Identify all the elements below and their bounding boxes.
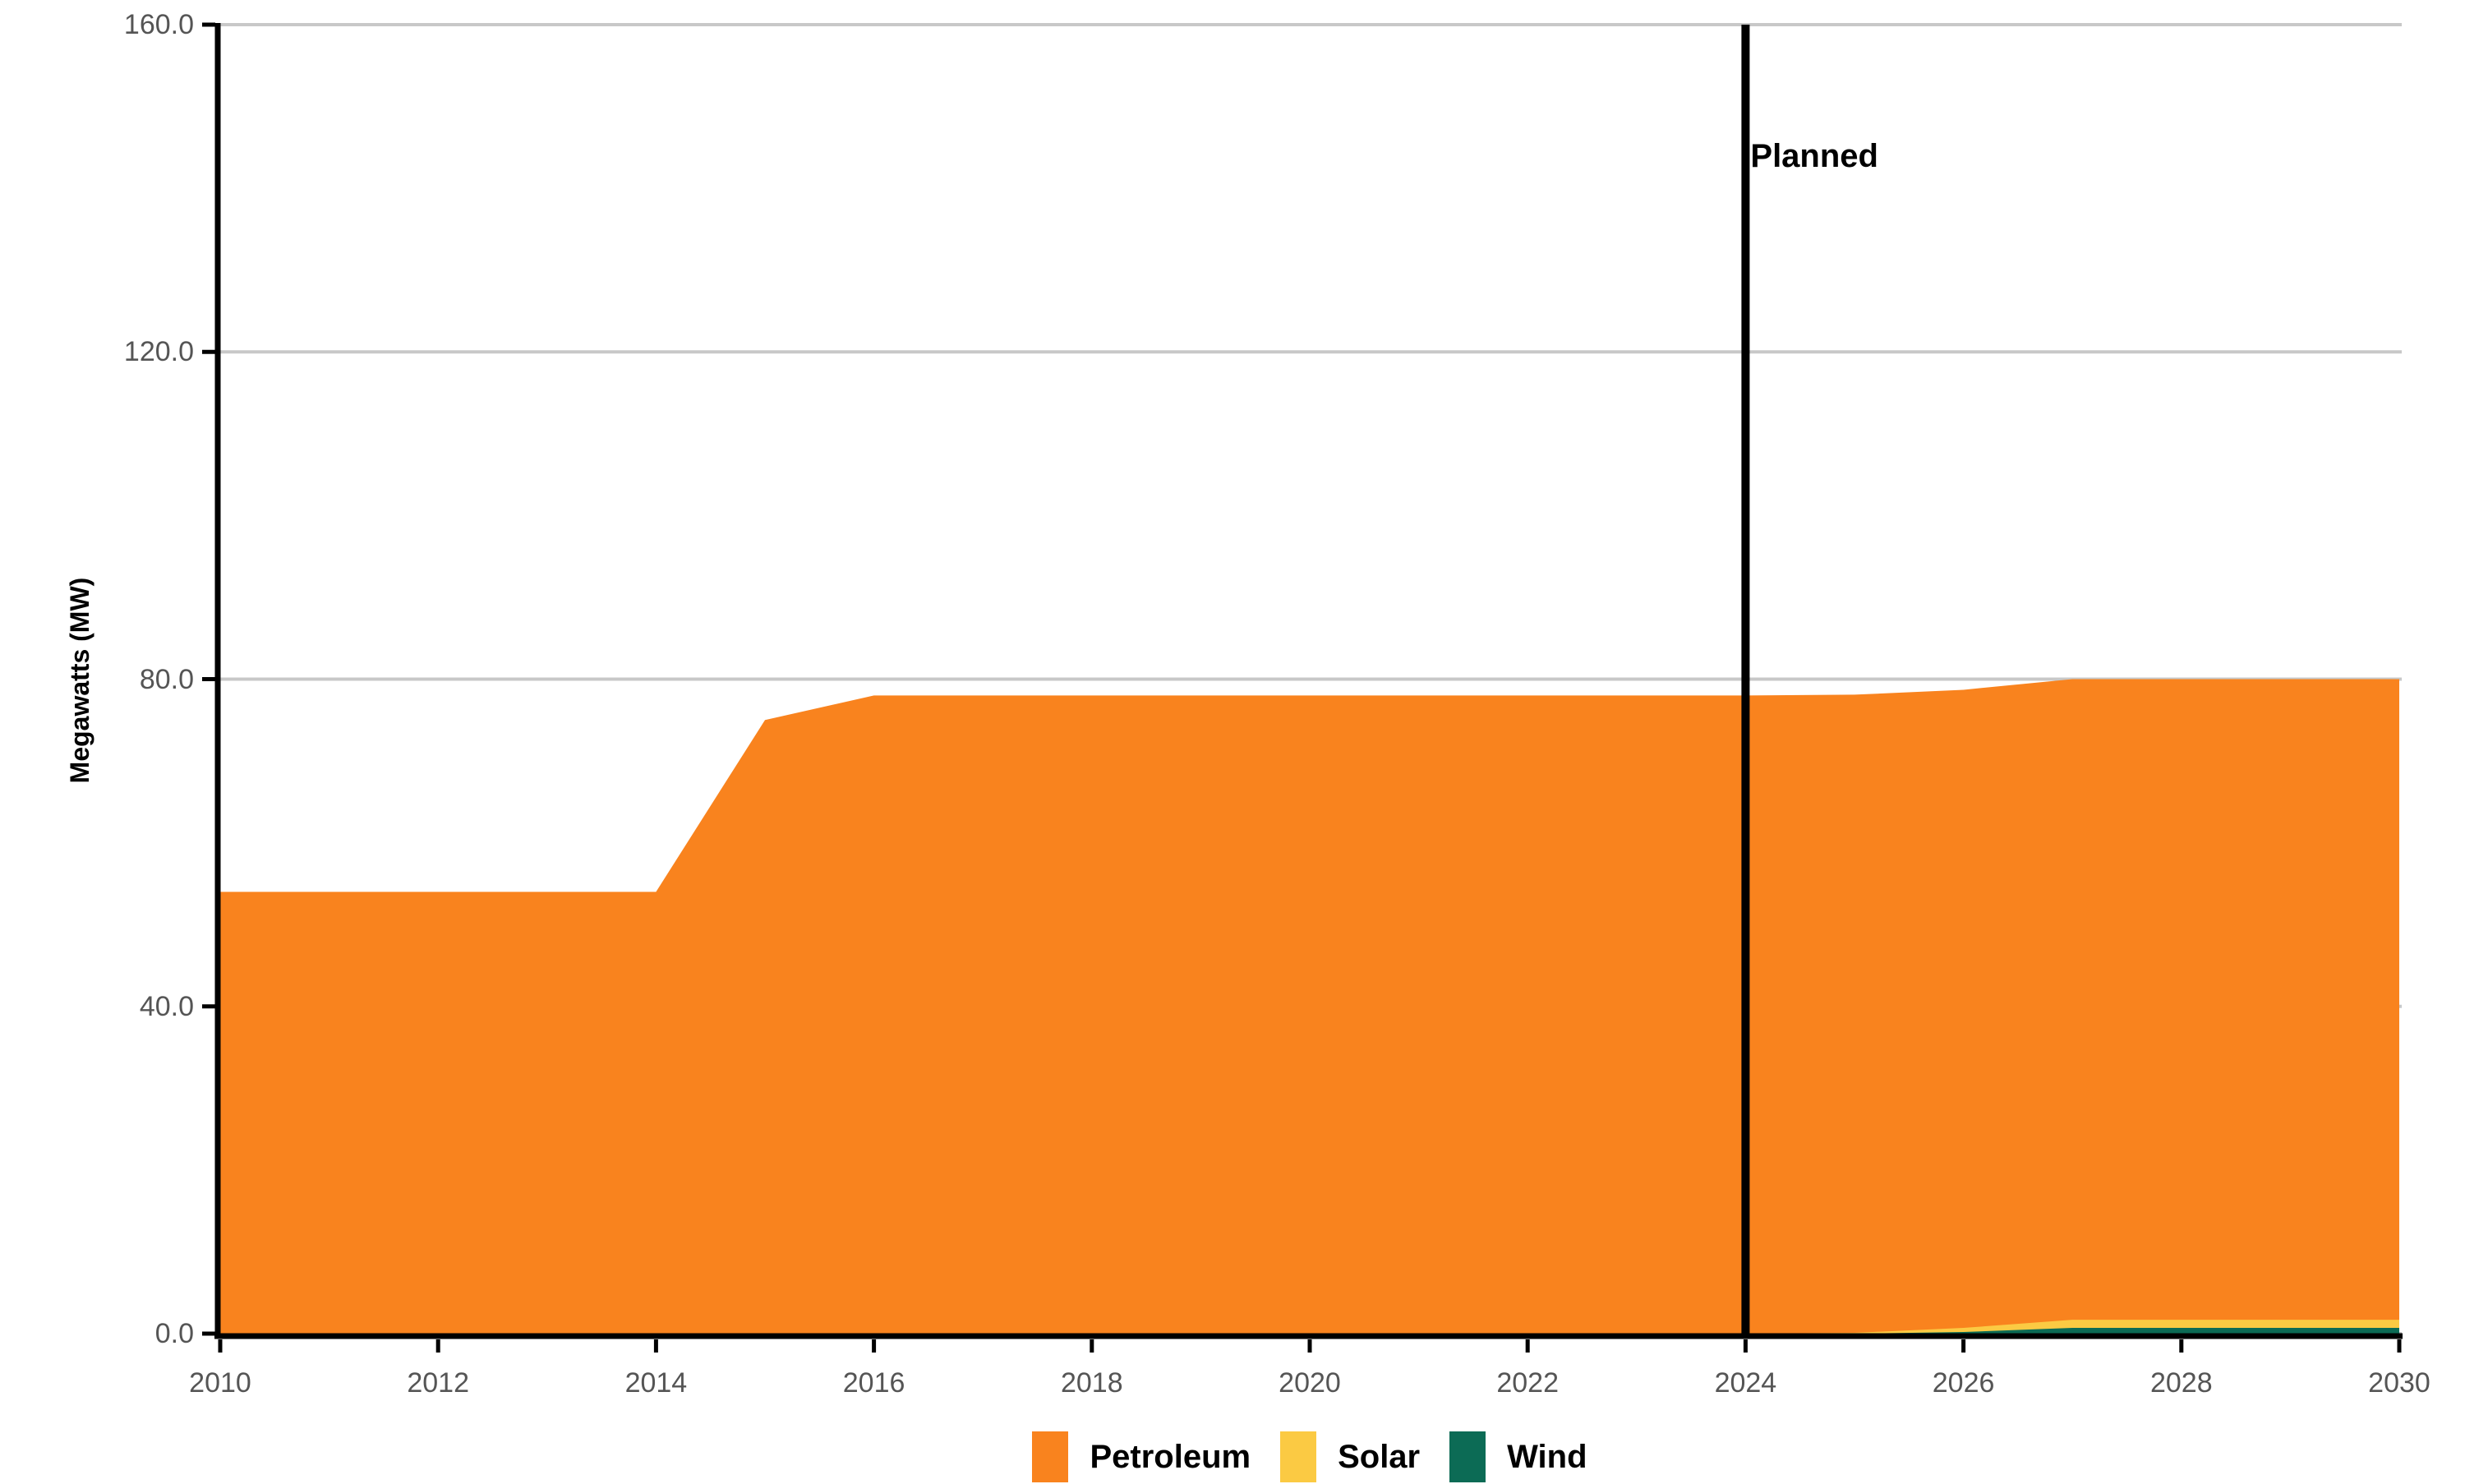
area-wind — [220, 1328, 2399, 1334]
x-tick-label: 2024 — [1714, 1367, 1777, 1399]
x-tick-label: 2028 — [2149, 1367, 2213, 1399]
x-tick-label: 2018 — [1060, 1367, 1123, 1399]
legend-item-petroleum: Petroleum — [1032, 1431, 1251, 1482]
legend-item-solar: Solar — [1280, 1431, 1420, 1482]
legend-item-wind: Wind — [1449, 1431, 1587, 1482]
x-tick-label: 2022 — [1496, 1367, 1559, 1399]
x-tick-label: 2030 — [2368, 1367, 2430, 1399]
y-tick-label: 160.0 — [123, 9, 194, 40]
x-tick-label: 2012 — [407, 1367, 469, 1399]
x-tick-label: 2020 — [1279, 1367, 1341, 1399]
y-tick-label: 80.0 — [139, 663, 194, 695]
y-tick-label: 120.0 — [123, 336, 194, 368]
x-tick-label: 2026 — [1932, 1367, 1995, 1399]
legend-label-petroleum: Petroleum — [1090, 1439, 1251, 1475]
annotation-label: Planned — [1750, 138, 1878, 174]
y-tick-label: 0.0 — [154, 1318, 194, 1349]
axes — [202, 22, 2403, 1353]
legend-swatch-wind — [1449, 1431, 1486, 1482]
legend-swatch-solar — [1280, 1431, 1317, 1482]
area-series — [220, 679, 2399, 1334]
x-tick-label: 2014 — [624, 1367, 688, 1399]
x-tick-label: 2010 — [189, 1367, 251, 1399]
y-tick-label: 40.0 — [139, 990, 194, 1022]
legend-swatch-petroleum — [1032, 1431, 1069, 1482]
legend-label-wind: Wind — [1507, 1439, 1587, 1475]
x-tick-label: 2016 — [842, 1367, 905, 1399]
area-petroleum — [220, 679, 2399, 1334]
legend: Petroleum Solar Wind — [220, 1430, 2399, 1484]
legend-label-solar: Solar — [1338, 1439, 1421, 1475]
